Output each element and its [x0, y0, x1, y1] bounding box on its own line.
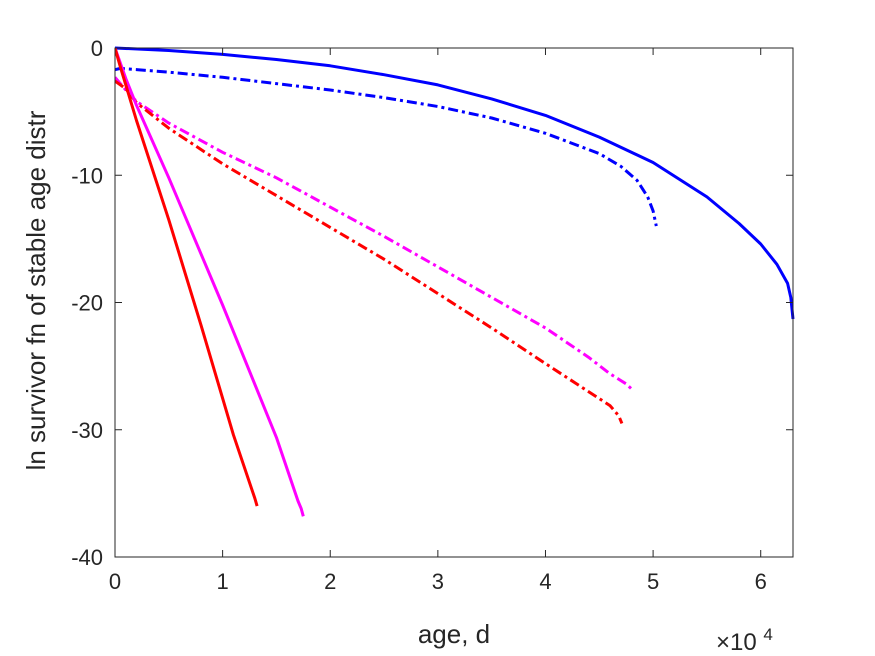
x-tick-label: 2: [324, 569, 336, 594]
x-tick-label: 6: [755, 569, 767, 594]
series-layer: [115, 46, 795, 517]
x-exponent-power: 4: [763, 625, 772, 644]
series-line-6: [115, 47, 259, 507]
y-tick-label: -40: [71, 545, 103, 570]
x-tick-label: 0: [109, 569, 121, 594]
y-tick-label: 0: [91, 36, 103, 61]
x-tick-label: 3: [432, 569, 444, 594]
y-tick-label: -10: [71, 163, 103, 188]
y-axis-label: ln survivor fn of stable age distr: [21, 110, 51, 470]
x-tick-label: 1: [216, 569, 228, 594]
series-line-4: [115, 79, 624, 424]
series-line-1: [115, 46, 795, 320]
y-tick-label: -20: [71, 291, 103, 316]
x-tick-label: 5: [647, 569, 659, 594]
x-axis-label: age, d: [418, 619, 490, 649]
axes-layer: 0 1 2 3 4 5 6 0 -10 -20 -30 -40: [71, 36, 794, 594]
x-exponent-base: ×10: [716, 629, 757, 656]
y-tick-label: -30: [71, 418, 103, 443]
x-exponent-label: ×10 4: [716, 625, 773, 656]
x-tick-label: 4: [539, 569, 551, 594]
series-line-3: [115, 76, 633, 391]
series-line-2: [115, 66, 658, 227]
